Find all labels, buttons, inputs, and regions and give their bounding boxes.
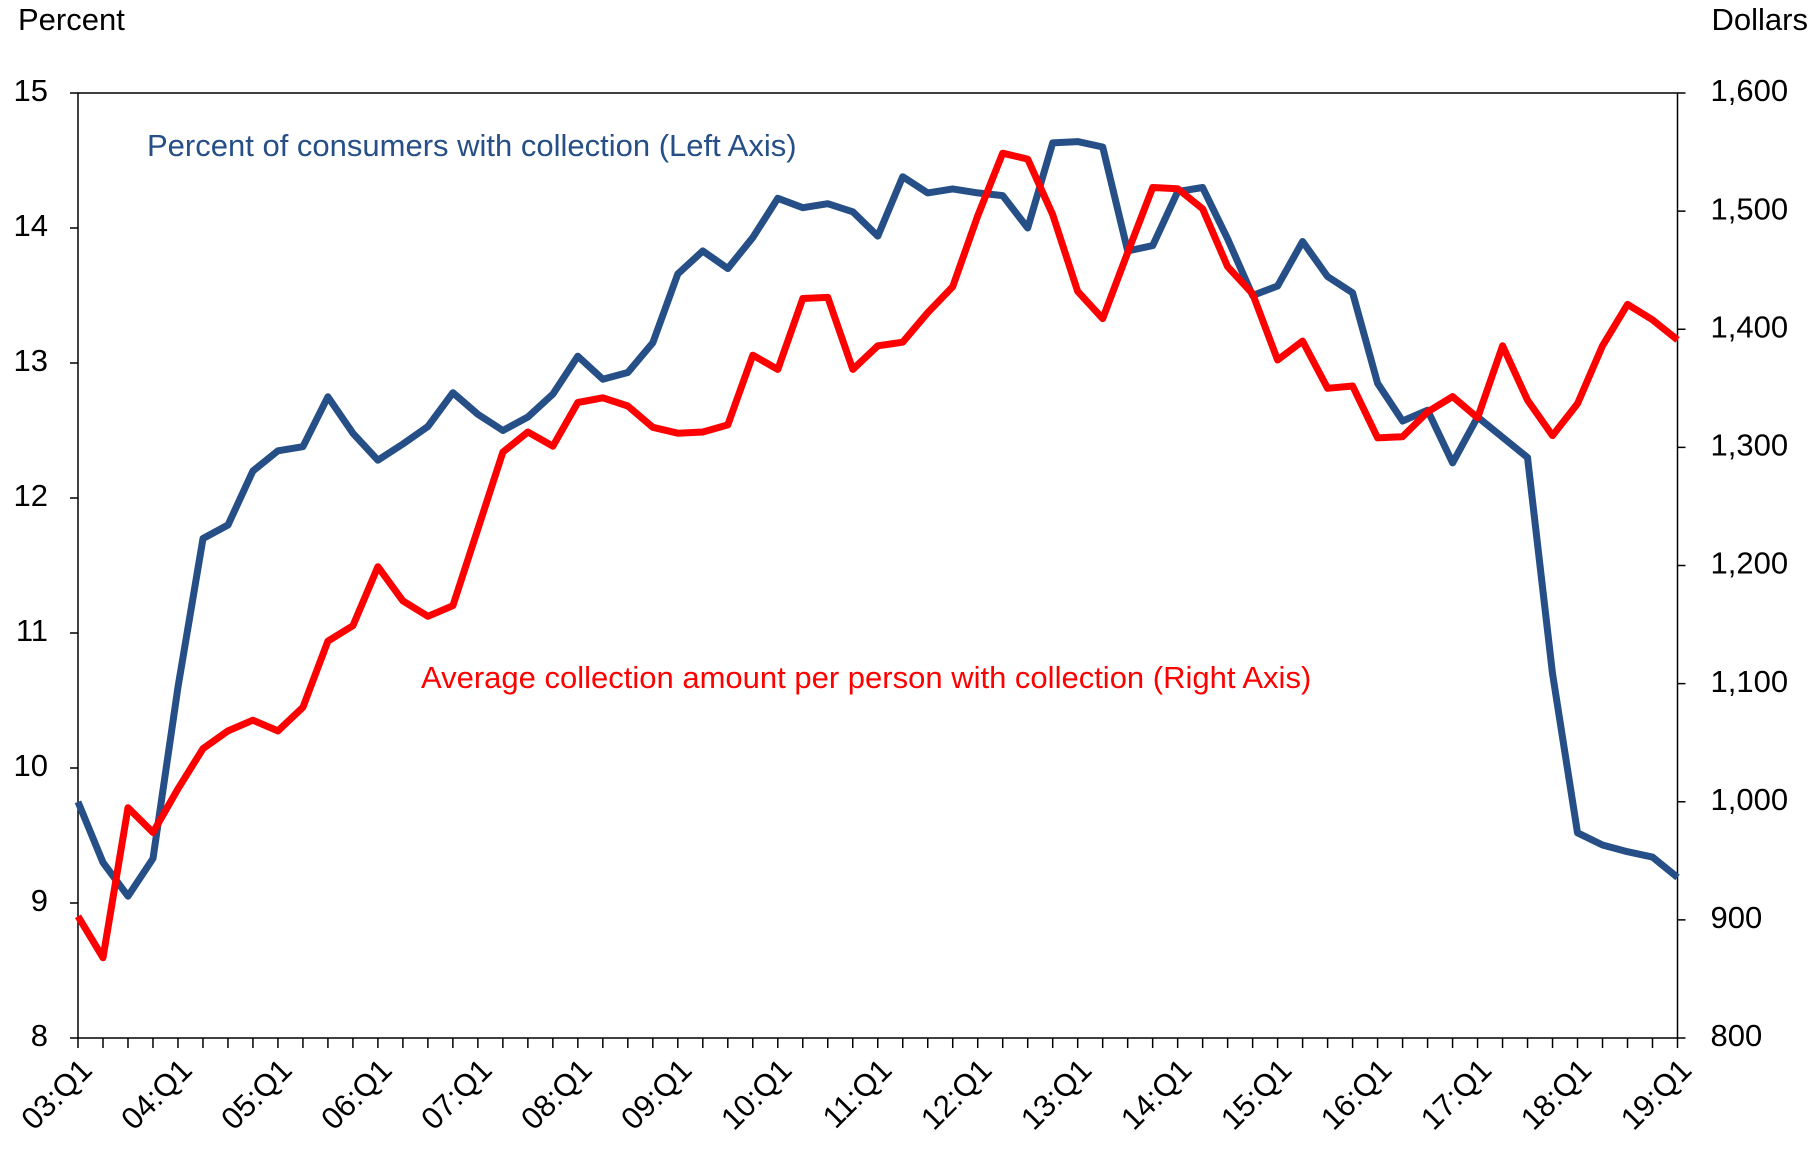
- y-axis-label: Percent: [18, 2, 125, 37]
- x-tick-label: 04:Q1: [114, 1052, 198, 1136]
- y2-tick-label: 900: [1711, 900, 1763, 935]
- y-tick-label: 10: [14, 748, 48, 783]
- x-tick-label: 13:Q1: [1014, 1052, 1098, 1136]
- x-tick-label: 08:Q1: [514, 1052, 598, 1136]
- series-line: [75, 149, 1680, 962]
- x-tick-label: 06:Q1: [314, 1052, 398, 1136]
- series-label: Percent of consumers with collection (Le…: [147, 128, 797, 163]
- y2-tick-label: 1,100: [1711, 664, 1789, 699]
- y2-tick-label: 1,200: [1711, 546, 1789, 581]
- y2-tick-label: 1,400: [1711, 309, 1789, 344]
- y2-tick-label: 800: [1711, 1018, 1763, 1053]
- x-tick-label: 16:Q1: [1314, 1052, 1398, 1136]
- x-tick-label: 11:Q1: [816, 1052, 899, 1135]
- series-label: Average collection amount per person wit…: [421, 660, 1311, 695]
- y2-axis-label: Dollars: [1712, 2, 1808, 37]
- y-tick-label: 14: [14, 208, 48, 243]
- y2-tick-label: 1,300: [1711, 428, 1789, 463]
- y2-tick-label: 1,600: [1711, 73, 1789, 108]
- x-tick-label: 05:Q1: [214, 1052, 298, 1136]
- y-tick-label: 8: [31, 1018, 48, 1053]
- x-tick-label: 19:Q1: [1614, 1052, 1698, 1136]
- y-tick-label: 11: [16, 613, 48, 648]
- x-tick-label: 14:Q1: [1114, 1052, 1198, 1136]
- x-tick-label: 15:Q1: [1214, 1052, 1298, 1136]
- y-tick-label: 12: [14, 478, 48, 513]
- x-tick-label: 03:Q1: [14, 1052, 98, 1136]
- x-tick-label: 09:Q1: [614, 1052, 698, 1136]
- y2-tick-label: 1,500: [1711, 191, 1789, 226]
- y-tick-label: 13: [14, 343, 48, 378]
- y2-tick-label: 1,000: [1711, 782, 1789, 817]
- x-tick-label: 07:Q1: [414, 1052, 498, 1136]
- x-tick-label: 17:Q1: [1414, 1052, 1498, 1136]
- y-tick-label: 15: [14, 73, 48, 108]
- x-tick-label: 18:Q1: [1514, 1052, 1598, 1136]
- x-tick-label: 10:Q1: [714, 1052, 798, 1136]
- series-line: [74, 138, 1680, 900]
- x-tick-label: 12:Q1: [914, 1052, 998, 1136]
- y-tick-label: 9: [31, 883, 48, 918]
